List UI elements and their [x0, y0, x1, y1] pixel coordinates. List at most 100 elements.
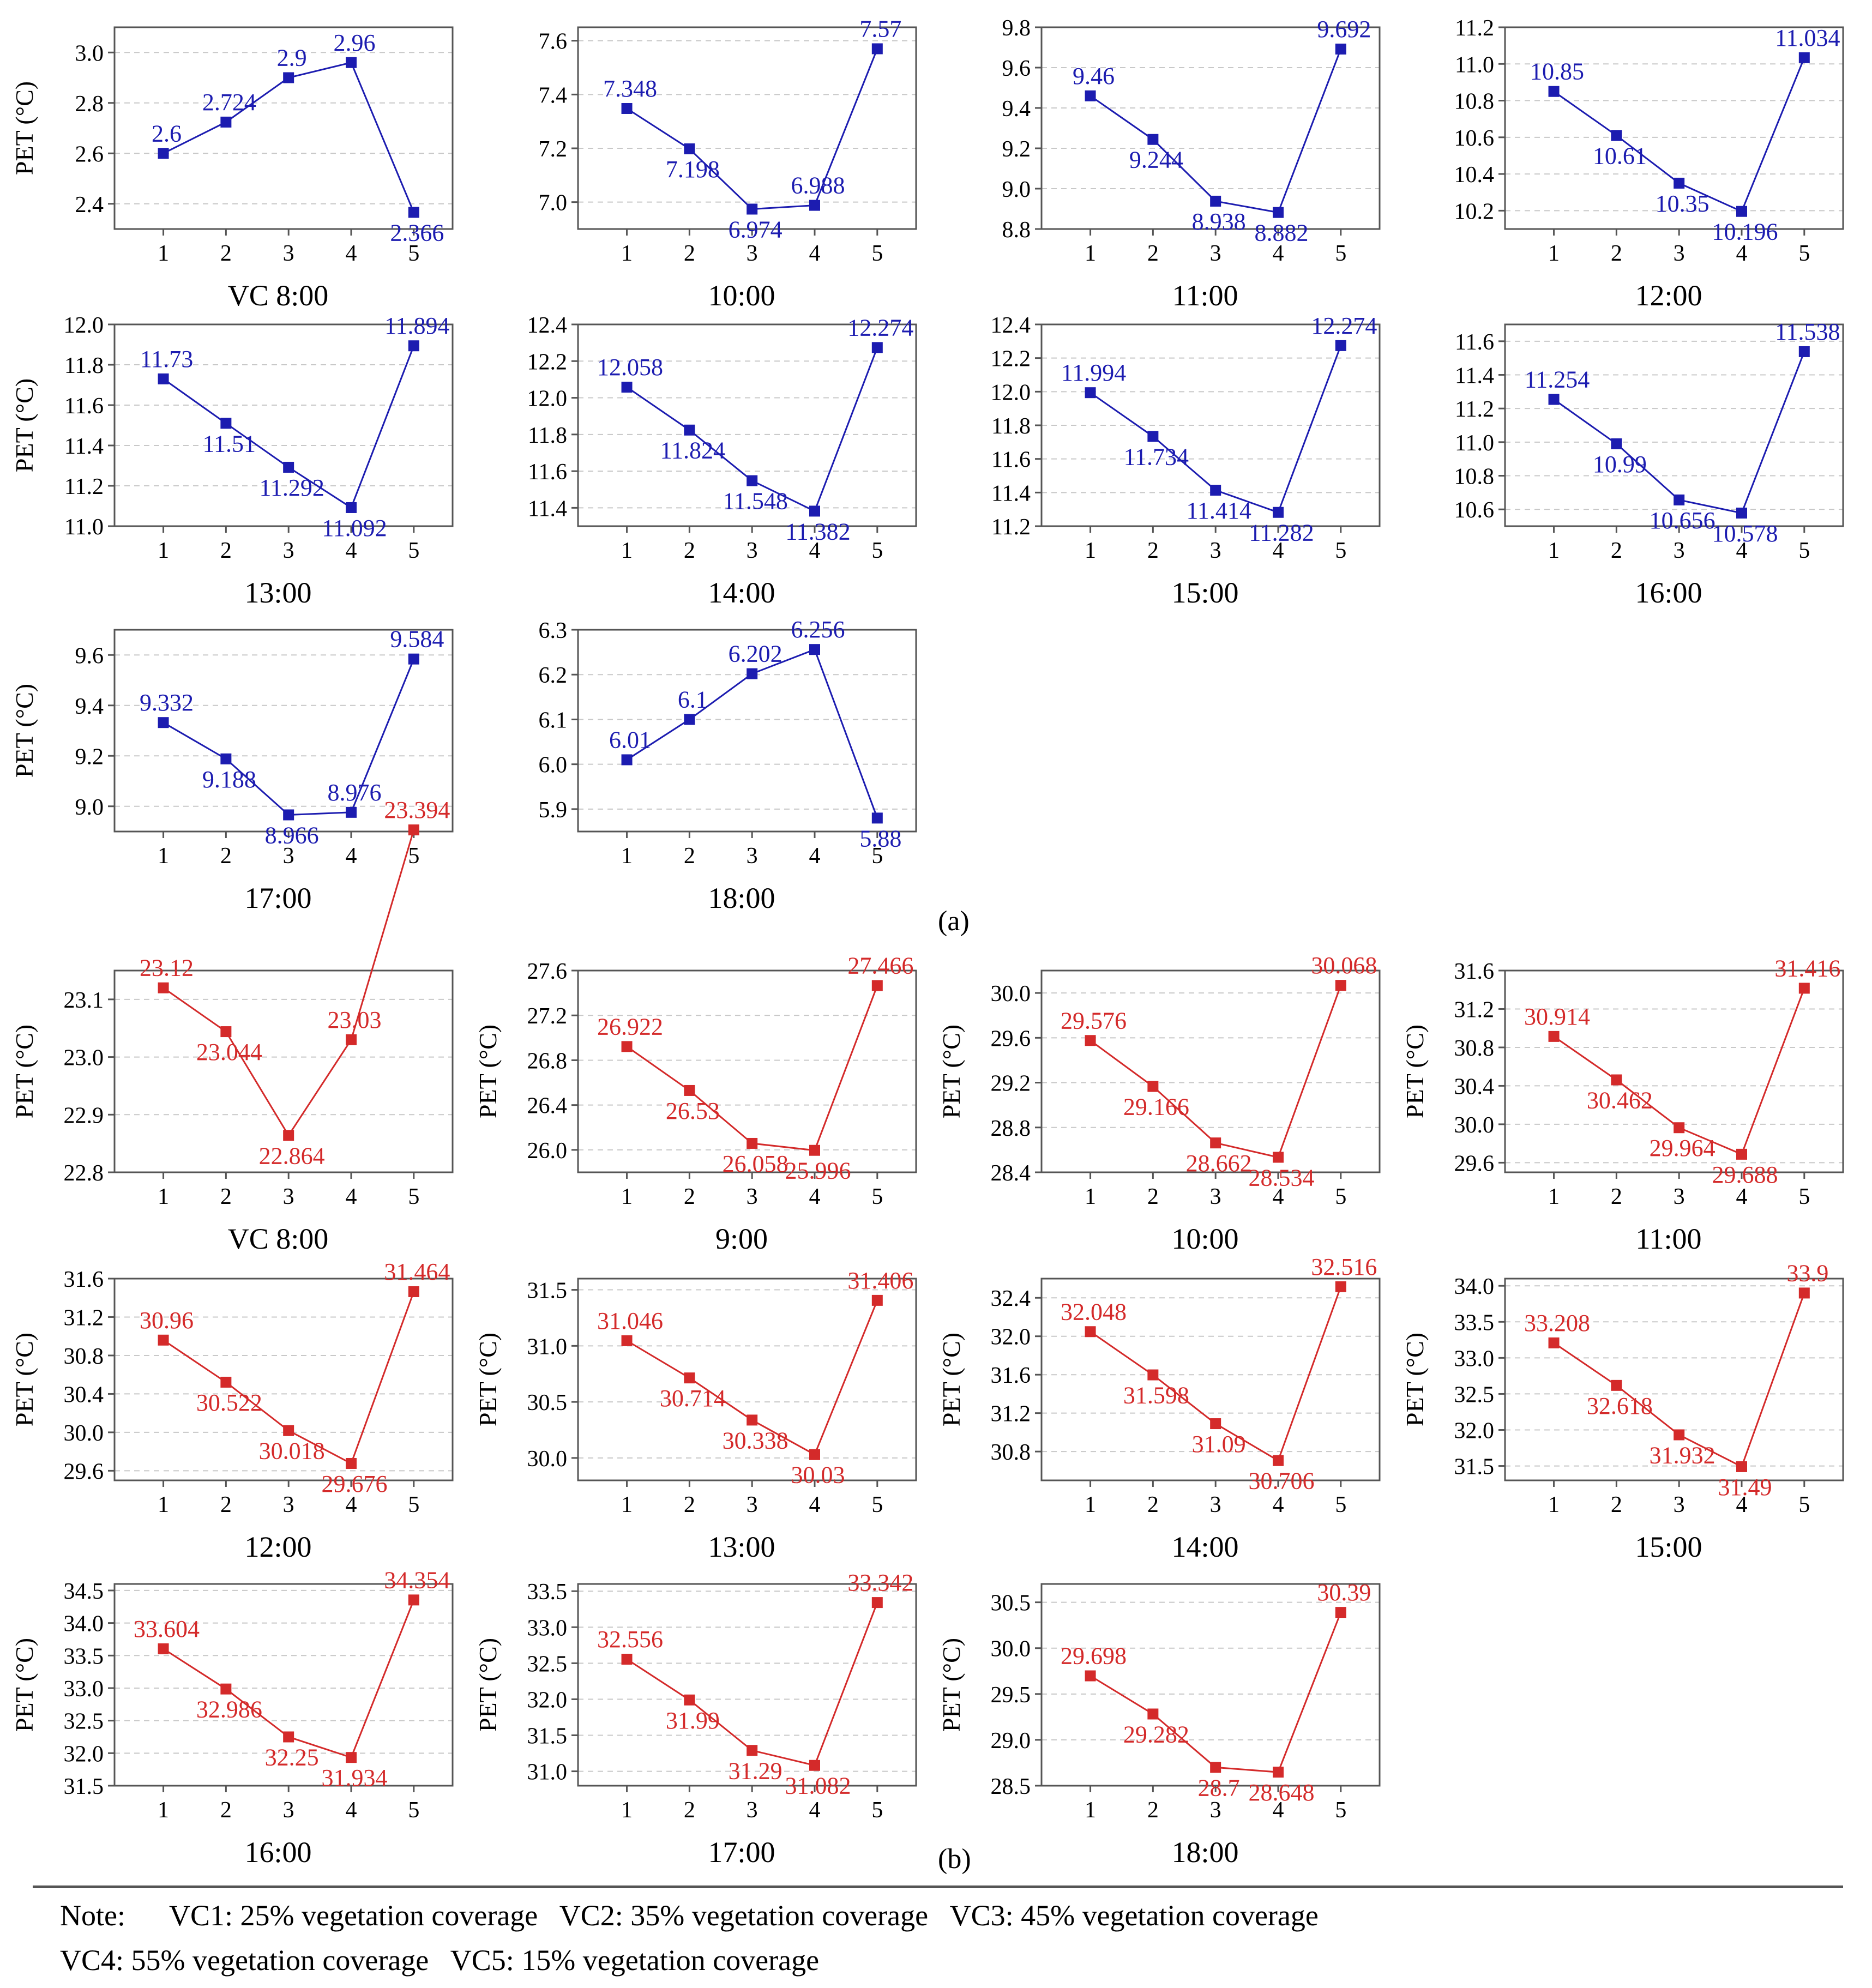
data-point [283, 1425, 294, 1436]
data-point [1674, 177, 1685, 189]
x-tick-label: 4 [346, 538, 357, 563]
x-tick-label: 5 [408, 1492, 419, 1517]
chart-title: 14:00 [1171, 1531, 1238, 1563]
x-tick-label: 3 [283, 241, 294, 266]
data-point [283, 1731, 294, 1743]
y-tick-label: 30.0 [991, 981, 1031, 1007]
y-tick-label: 11.0 [1455, 52, 1494, 77]
x-tick-label: 4 [346, 1798, 357, 1823]
y-axis-title: PET (°C) [937, 1333, 965, 1426]
data-label: 23.03 [328, 1007, 382, 1033]
chart-b-21: 28.5 29.0 29.5 30.0 30.5 1 2 3 4 5 PET (°C) 18:00 29… [937, 1579, 1381, 1869]
x-tick-label: 5 [871, 538, 883, 563]
x-tick-label: 1 [1085, 241, 1096, 266]
x-tick-label: 5 [408, 1184, 419, 1209]
x-tick-label: 1 [621, 1492, 633, 1517]
y-tick-label: 6.0 [539, 753, 568, 778]
chart-a-5: 11.0 11.2 11.4 11.6 11.8 12.0 1 2 3 4 5 PET (°C) 13:… [10, 312, 454, 609]
data-point [1548, 1337, 1560, 1348]
data-point [1798, 52, 1810, 63]
x-tick-label: 5 [1335, 538, 1346, 563]
plot-frame [113, 323, 454, 527]
data-point [1548, 394, 1560, 405]
data-point [1736, 1148, 1747, 1160]
y-tick-label: 10.8 [1454, 89, 1495, 115]
x-tick-label: 2 [220, 538, 232, 563]
x-tick-label: 3 [1674, 538, 1685, 563]
data-label: 11.382 [785, 518, 850, 545]
chart-title: VC 8:00 [228, 279, 329, 312]
x-tick-label: 5 [871, 1492, 883, 1517]
y-tick-label: 10.8 [1454, 465, 1495, 490]
data-label: 10.578 [1712, 520, 1778, 547]
data-point [220, 116, 232, 128]
data-label: 30.39 [1317, 1579, 1371, 1606]
series-line [162, 61, 415, 213]
y-tick-label: 31.5 [64, 1774, 104, 1799]
x-tick-label: 2 [220, 241, 232, 266]
y-axis-title: PET (°C) [1401, 1025, 1429, 1118]
data-point [1335, 43, 1346, 55]
y-tick-label: 31.5 [527, 1279, 568, 1304]
data-point [1085, 90, 1096, 101]
x-tick-label: 5 [1798, 1492, 1810, 1517]
chart-b-18: 31.5 32.0 32.5 33.0 33.5 34.0 1 2 3 4 5 PET (°C) 15:… [1401, 1260, 1844, 1563]
x-tick-label: 5 [871, 844, 883, 869]
y-tick-label: 10.2 [1454, 199, 1495, 224]
data-label: 29.576 [1061, 1007, 1127, 1034]
data-point [220, 1026, 232, 1038]
data-label: 33.342 [847, 1569, 913, 1596]
data-point [809, 505, 820, 517]
data-label: 29.282 [1123, 1721, 1189, 1748]
plot-frame [113, 969, 454, 1173]
data-point [1611, 438, 1622, 449]
data-point [1147, 1708, 1159, 1720]
plot-frame [577, 629, 917, 833]
x-tick-label: 5 [1335, 1798, 1346, 1823]
plot-frame [1504, 26, 1844, 230]
data-label: 31.99 [666, 1707, 720, 1734]
data-label: 32.556 [597, 1626, 663, 1653]
x-tick-label: 2 [1147, 241, 1159, 266]
data-label: 23.12 [140, 955, 194, 981]
y-tick-label: 31.5 [527, 1724, 568, 1749]
data-point [1147, 1369, 1159, 1381]
data-label: 29.698 [1061, 1643, 1127, 1670]
y-tick-label: 11.8 [991, 414, 1031, 439]
x-tick-label: 3 [1674, 241, 1685, 266]
plot-frame [113, 1583, 454, 1787]
y-tick-label: 11.8 [64, 353, 104, 378]
data-label: 28.662 [1186, 1150, 1252, 1177]
data-label: 11.734 [1124, 443, 1189, 470]
series-line [626, 985, 878, 1152]
x-tick-label: 3 [1210, 241, 1221, 266]
data-label: 12.274 [847, 314, 913, 341]
data-label: 32.618 [1587, 1393, 1653, 1419]
chart-a-3: 8.8 9.0 9.2 9.4 9.6 9.8 1 2 3 4 5 11:00 9.46 9.244 8.9… [1002, 16, 1381, 312]
x-tick-label: 2 [1611, 538, 1622, 563]
data-point [684, 1694, 695, 1706]
data-point [1085, 1670, 1096, 1682]
chart-title: 18:00 [1171, 1836, 1238, 1869]
data-label: 27.466 [847, 953, 913, 979]
data-point [346, 1752, 357, 1763]
y-tick-label: 34.0 [1454, 1274, 1495, 1299]
data-label: 31.29 [729, 1757, 782, 1784]
data-label: 31.934 [322, 1764, 388, 1791]
y-tick-label: 32.0 [1454, 1419, 1495, 1444]
y-tick-label: 10.6 [1454, 126, 1495, 151]
data-label: 33.208 [1524, 1310, 1590, 1336]
chart-title: 18:00 [708, 882, 775, 914]
x-tick-label: 1 [621, 844, 633, 869]
data-point [1273, 507, 1284, 518]
data-point [1273, 1767, 1284, 1778]
plot-frame [1040, 323, 1381, 527]
y-tick-label: 10.6 [1454, 498, 1495, 523]
x-tick-label: 4 [809, 1798, 821, 1823]
y-tick-label: 11.0 [1455, 431, 1494, 456]
data-point [158, 717, 169, 728]
x-tick-label: 1 [158, 241, 169, 266]
plot-frame [577, 323, 917, 527]
y-axis-title: PET (°C) [937, 1025, 965, 1118]
